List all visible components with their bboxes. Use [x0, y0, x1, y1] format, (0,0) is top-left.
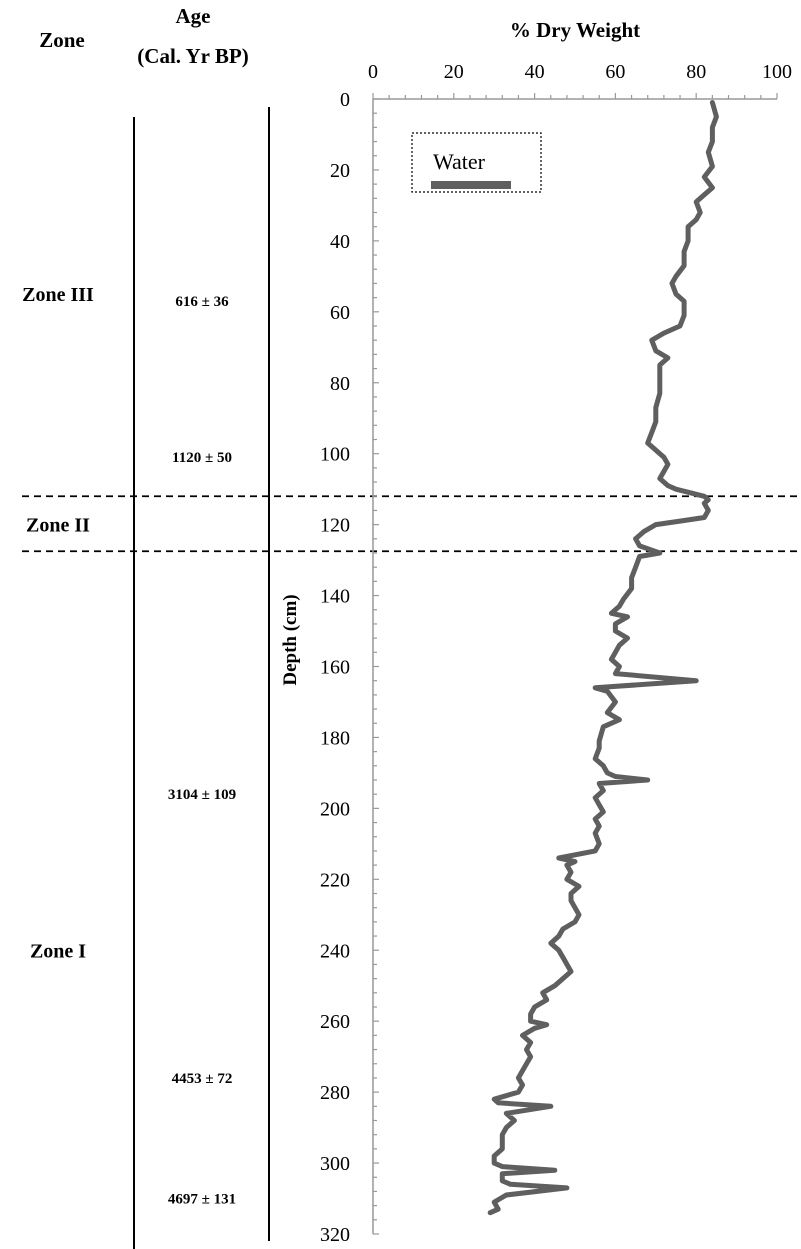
y-tick-label: 320 — [320, 1224, 350, 1246]
x-tick-label: 60 — [605, 61, 625, 83]
y-tick-label: 200 — [320, 798, 350, 820]
y-tick-label: 120 — [320, 515, 350, 537]
y-tick-label: 280 — [320, 1082, 350, 1104]
y-tick-label: 240 — [320, 940, 350, 962]
x-tick-label: 100 — [762, 61, 792, 83]
legend-label-water: Water — [433, 149, 486, 174]
age-label: 616 ± 36 — [175, 294, 229, 310]
zone-labels: Zone III Zone II Zone I — [22, 284, 94, 962]
age-label: 4697 ± 131 — [168, 1192, 236, 1208]
age-header-line2: (Cal. Yr BP) — [137, 44, 248, 68]
y-tick-label: 300 — [320, 1153, 350, 1175]
y-tick-label: 40 — [330, 231, 350, 253]
zone-label: Zone III — [22, 284, 94, 306]
y-axis-title: Depth (cm) — [280, 594, 301, 685]
y-tick-label: 140 — [320, 586, 350, 608]
age-label: 3104 ± 109 — [168, 787, 236, 803]
y-tick-label: 260 — [320, 1011, 350, 1033]
zone-label: Zone II — [26, 515, 90, 537]
legend-box — [411, 132, 542, 193]
age-labels: 616 ± 36 1120 ± 50 3104 ± 109 4453 ± 72 4697… — [168, 294, 236, 1207]
zone-label: Zone I — [30, 940, 86, 962]
chart-title: % Dry Weight — [510, 18, 640, 42]
x-axis: 0 20 40 60 80 100 — [368, 61, 792, 100]
x-tick-label: 40 — [525, 61, 545, 83]
y-tick-label: 220 — [320, 869, 350, 891]
y-tick-label: 80 — [330, 373, 350, 395]
zone-boundary-lines — [22, 495, 801, 553]
age-label: 4453 ± 72 — [172, 1071, 233, 1087]
y-tick-label: 20 — [330, 160, 350, 182]
series-line-water — [487, 100, 719, 1216]
y-axis: 0 20 40 60 80 100 120 140 160 180 200 220 240 260 280 3… — [320, 89, 379, 1246]
series-group — [487, 100, 719, 1216]
y-tick-label: 0 — [340, 89, 350, 111]
age-header-line1: Age — [176, 4, 211, 28]
age-label: 1120 ± 50 — [172, 450, 232, 466]
y-tick-label: 100 — [320, 444, 350, 466]
y-tick-label: 180 — [320, 727, 350, 749]
x-tick-label: 20 — [444, 61, 464, 83]
y-tick-label: 60 — [330, 302, 350, 324]
x-tick-label: 80 — [686, 61, 706, 83]
legend: Water — [411, 132, 542, 193]
zone-header: Zone — [39, 28, 85, 52]
y-tick-label: 160 — [320, 657, 350, 679]
x-tick-label: 0 — [368, 61, 378, 83]
